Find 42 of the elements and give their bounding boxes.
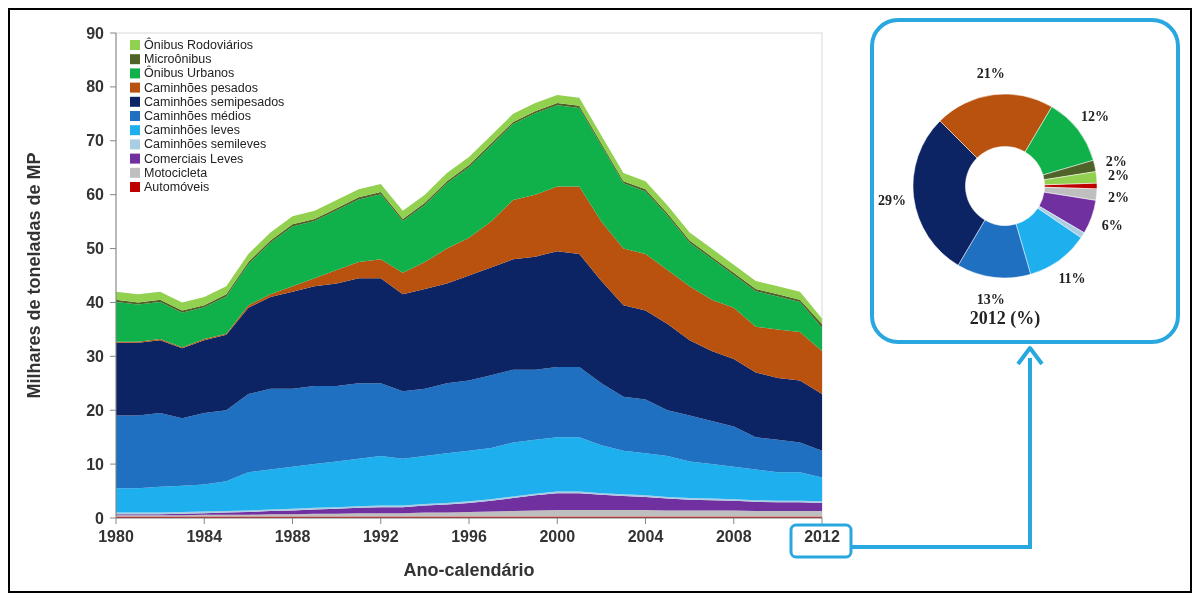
y-tick-label: 60 (86, 186, 105, 204)
x-tick-label: 2012 (804, 528, 840, 545)
legend-label: Caminhões leves (144, 123, 240, 138)
x-tick-label: 2008 (715, 528, 752, 545)
x-tick-label: 1996 (451, 528, 487, 545)
legend-label: Ônibus Urbanos (144, 65, 235, 81)
y-tick-label: 50 (86, 240, 105, 258)
x-tick-label: 1980 (98, 528, 134, 545)
y-axis-title: Milhares de toneladas de MP (24, 152, 44, 399)
data-label: 2% (1107, 168, 1129, 184)
data-label: 12% (1081, 109, 1110, 125)
x-tick-label: 2000 (539, 528, 576, 545)
data-label: 13% (976, 292, 1005, 307)
text: 2012 (%) (969, 308, 1041, 329)
y-tick-label: 10 (86, 455, 105, 473)
legend-label: Caminhões semipesados (144, 94, 285, 109)
x-tick-label: 1984 (186, 528, 223, 545)
y-tick-label: 40 (86, 294, 105, 312)
data-label: 21% (976, 65, 1005, 81)
y-tick-label: 0 (95, 509, 105, 527)
legend-label: Comerciais Leves (144, 151, 244, 166)
y-tick-label: 20 (86, 401, 105, 419)
data-label: 29% (877, 193, 906, 209)
data-label: 6% (1101, 217, 1123, 233)
legend-label: Ônibus Rodoviários (144, 37, 254, 52)
legend-label: Caminhões semileves (144, 137, 267, 152)
data-label: 11% (1058, 271, 1086, 287)
y-tick-label: 70 (86, 132, 105, 150)
y-tick-label: 30 (86, 347, 105, 365)
legend-label: Caminhões médios (144, 109, 251, 123)
legend-label: Caminhões pesados (144, 80, 258, 95)
y-tick-label: 80 (86, 78, 105, 96)
data-label: 2% (1107, 189, 1129, 205)
legend-label: Motocicleta (144, 165, 208, 180)
y-tick-label: 90 (86, 24, 105, 42)
x-tick-label: 1992 (362, 528, 399, 545)
x-tick-label: 2004 (627, 528, 664, 545)
legend-label: Automóveis (144, 180, 210, 194)
x-tick-label: 1988 (274, 528, 311, 545)
data-label: 2% (1105, 154, 1127, 170)
x-axis-title: Ano-calendário (403, 560, 535, 580)
donut-slice (1038, 191, 1097, 234)
